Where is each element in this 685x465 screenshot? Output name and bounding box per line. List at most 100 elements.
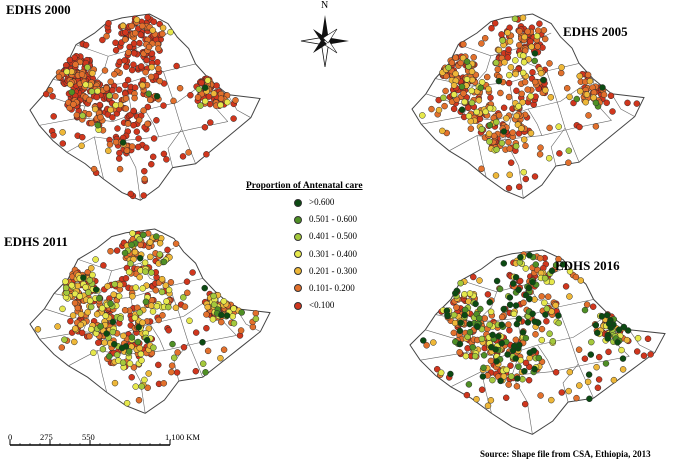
survey-cluster-point <box>541 35 549 43</box>
survey-cluster-point <box>111 379 119 387</box>
survey-cluster-point <box>521 33 528 41</box>
survey-cluster-point <box>532 331 539 338</box>
survey-cluster-point <box>103 32 110 40</box>
survey-cluster-point <box>130 364 138 371</box>
survey-cluster-point <box>135 116 143 124</box>
survey-cluster-point <box>565 387 572 395</box>
survey-cluster-point <box>183 278 191 285</box>
survey-cluster-point <box>42 90 50 98</box>
survey-cluster-point <box>546 60 553 67</box>
survey-cluster-point <box>122 275 130 282</box>
survey-cluster-point <box>537 392 544 399</box>
map-title-2005: EDHS 2005 <box>563 24 628 39</box>
survey-cluster-point <box>92 286 100 293</box>
survey-cluster-point <box>456 340 464 348</box>
survey-cluster-point <box>89 70 96 77</box>
survey-cluster-point <box>573 95 581 103</box>
survey-cluster-point <box>587 351 595 358</box>
survey-cluster-point <box>68 88 76 96</box>
survey-cluster-point <box>121 36 129 43</box>
scale-tick-label: 275 <box>40 432 53 442</box>
survey-cluster-point <box>469 76 476 84</box>
survey-cluster-point <box>476 115 484 123</box>
survey-cluster-point <box>492 346 499 353</box>
survey-cluster-point <box>199 339 206 346</box>
survey-cluster-point <box>168 368 175 376</box>
survey-cluster-point <box>140 192 147 199</box>
survey-cluster-point <box>192 367 200 375</box>
survey-cluster-point <box>457 279 464 287</box>
survey-cluster-point <box>555 123 562 130</box>
survey-cluster-point <box>136 235 143 243</box>
region-boundary <box>629 329 655 353</box>
legend-label: 0.401 - 0.500 <box>309 231 357 242</box>
survey-cluster-point <box>98 304 106 312</box>
survey-cluster-point <box>136 309 143 316</box>
survey-cluster-point <box>540 76 547 84</box>
survey-cluster-point <box>618 346 625 354</box>
survey-cluster-point <box>486 299 493 306</box>
survey-cluster-point <box>170 97 177 105</box>
survey-cluster-point <box>128 22 135 30</box>
survey-cluster-point <box>130 61 137 68</box>
survey-cluster-point <box>489 331 496 339</box>
survey-cluster-point <box>447 370 454 378</box>
legend-label: 0.301 - 0.400 <box>309 248 357 259</box>
survey-cluster-point <box>595 353 603 361</box>
survey-cluster-point <box>485 85 492 93</box>
survey-cluster-point <box>463 391 471 399</box>
survey-cluster-point <box>486 138 493 145</box>
survey-cluster-point <box>85 110 93 118</box>
survey-cluster-point <box>534 43 541 50</box>
survey-cluster-point <box>565 159 572 166</box>
survey-cluster-point <box>506 327 513 334</box>
survey-cluster-point <box>486 105 494 112</box>
survey-cluster-point <box>441 102 448 110</box>
survey-cluster-point <box>138 357 145 364</box>
survey-cluster-point <box>521 367 528 375</box>
survey-cluster-point <box>232 97 239 104</box>
survey-cluster-point <box>471 352 479 360</box>
survey-cluster-point <box>604 335 612 342</box>
survey-cluster-point <box>456 327 464 335</box>
survey-cluster-point <box>202 369 209 376</box>
survey-cluster-point <box>538 293 545 300</box>
region-boundary <box>167 129 183 168</box>
survey-cluster-point <box>106 92 113 99</box>
survey-cluster-point <box>565 147 573 154</box>
survey-cluster-point <box>562 283 570 290</box>
survey-cluster-point <box>162 282 170 289</box>
survey-cluster-point <box>592 123 600 130</box>
survey-cluster-point <box>498 340 506 347</box>
survey-cluster-point <box>500 305 508 313</box>
survey-cluster-point <box>634 334 642 342</box>
survey-cluster-point <box>513 320 521 328</box>
survey-cluster-point <box>133 128 141 135</box>
survey-cluster-point <box>496 285 504 293</box>
survey-cluster-point <box>46 86 54 94</box>
survey-cluster-point <box>506 38 514 45</box>
region-boundary <box>149 323 165 351</box>
survey-cluster-point <box>557 69 565 77</box>
survey-cluster-point <box>473 395 480 403</box>
survey-cluster-point <box>130 121 137 129</box>
survey-cluster-point <box>586 77 594 85</box>
survey-cluster-point <box>94 121 102 129</box>
survey-cluster-point <box>610 376 618 384</box>
survey-cluster-point <box>128 66 136 74</box>
survey-cluster-point <box>150 18 158 26</box>
survey-cluster-point <box>59 305 66 313</box>
survey-cluster-point <box>165 303 172 311</box>
survey-cluster-point <box>127 260 134 267</box>
map-panel <box>29 228 271 414</box>
survey-cluster-point <box>423 342 430 349</box>
survey-cluster-point <box>88 88 96 95</box>
survey-cluster-point <box>515 363 522 370</box>
survey-cluster-point <box>512 142 520 150</box>
survey-cluster-point <box>599 84 606 91</box>
survey-cluster-point <box>540 27 548 34</box>
survey-cluster-point <box>153 117 160 124</box>
legend-label: 0.101- 0.200 <box>309 282 355 293</box>
survey-cluster-point <box>50 132 57 139</box>
survey-cluster-point <box>230 320 238 327</box>
